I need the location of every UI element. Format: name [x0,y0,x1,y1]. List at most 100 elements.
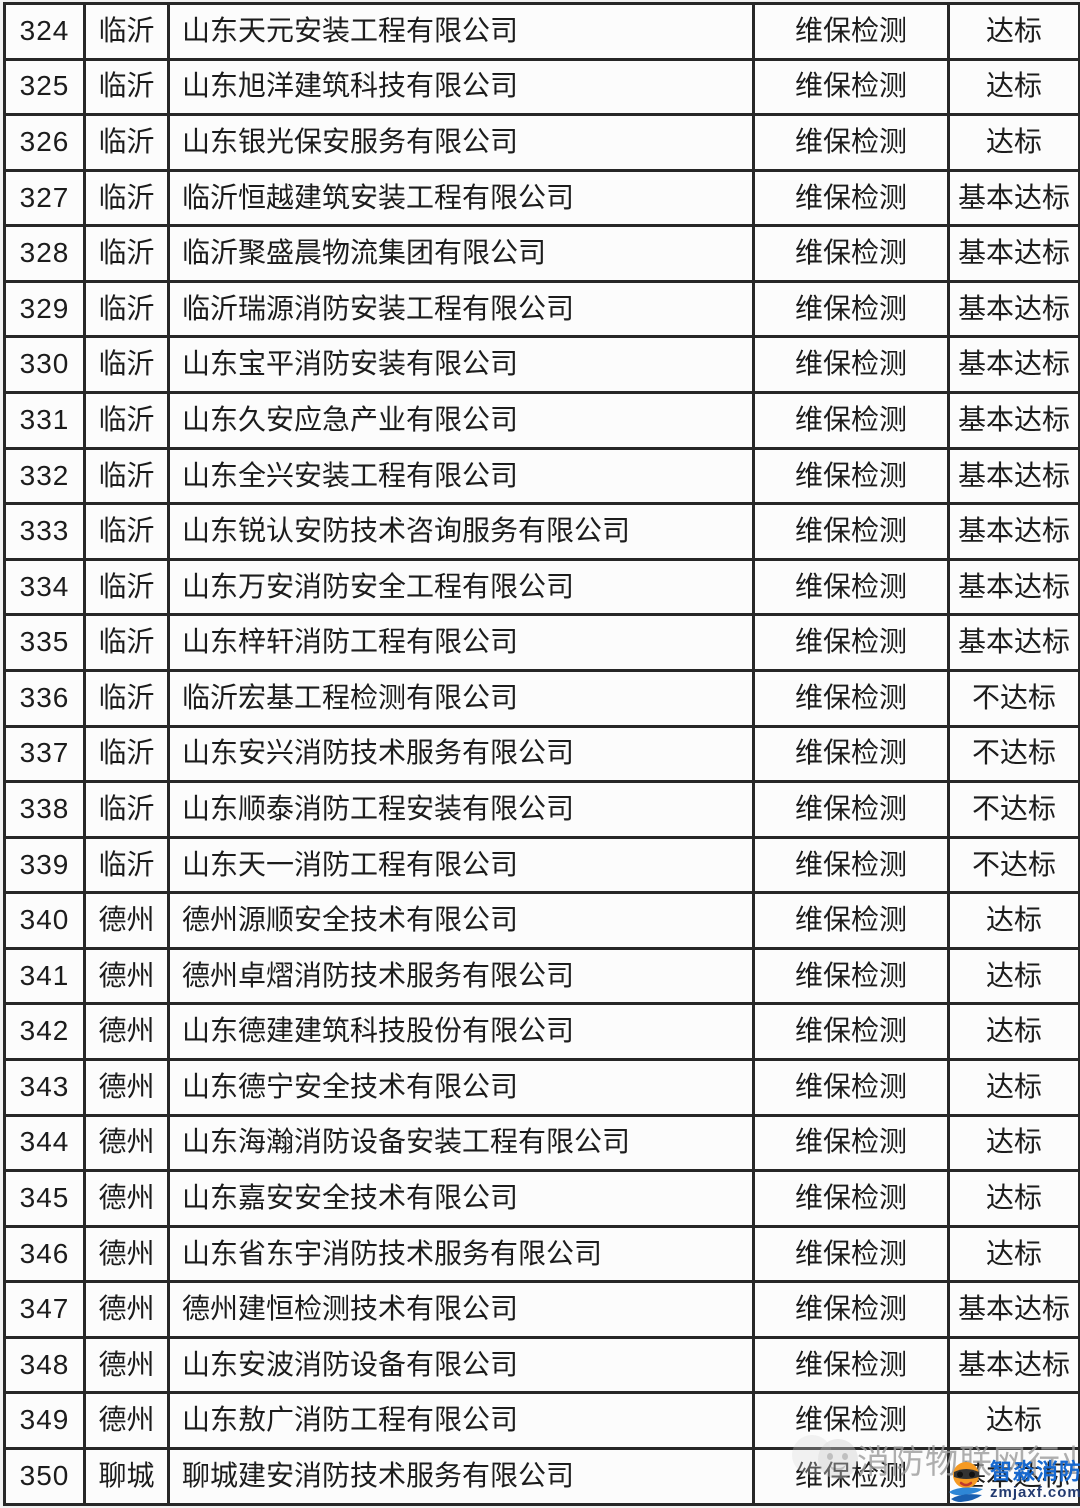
cell-no: 341 [3,946,86,1006]
cell-company: 山东海瀚消防设备安装工程有限公司 [167,1113,755,1173]
table-row: 335 临沂 山东梓轩消防工程有限公司 维保检测 基本达标 [3,613,1080,672]
table-row: 345 德州 山东嘉安安全技术有限公司 维保检测 达标 [3,1169,1080,1228]
cell-no: 329 [3,279,86,339]
cell-company: 山东顺泰消防工程安装有限公司 [167,780,755,839]
cell-city: 临沂 [83,446,170,506]
cell-company: 山东安兴消防技术服务有限公司 [167,724,755,784]
cell-company: 山东全兴安装工程有限公司 [167,446,755,506]
cell-service: 维保检测 [752,502,950,561]
cell-service: 维保检测 [752,1391,950,1451]
cell-company: 临沂聚盛晨物流集团有限公司 [167,224,755,283]
cell-service: 维保检测 [752,1057,950,1117]
table-row: 325 临沂 山东旭洋建筑科技有限公司 维保检测 达标 [3,57,1080,117]
cell-service: 维保检测 [752,1335,950,1395]
cell-company: 德州建恒检测技术有限公司 [167,1280,755,1339]
cell-result: 基本达标 [947,168,1080,228]
cell-service: 维保检测 [752,335,950,395]
cell-service: 维保检测 [752,557,950,617]
cell-company: 德州卓熠消防技术服务有限公司 [167,946,755,1006]
cell-service: 维保检测 [752,613,950,672]
cell-result: 达标 [947,891,1080,950]
cell-city: 临沂 [83,224,170,283]
table-row: 326 临沂 山东银光保安服务有限公司 维保检测 达标 [3,113,1080,172]
table-row: 336 临沂 临沂宏基工程检测有限公司 维保检测 不达标 [3,668,1080,728]
cell-result: 基本达标 [947,1280,1080,1339]
cell-city: 临沂 [83,780,170,839]
cell-no: 337 [3,724,86,784]
cell-company: 临沂恒越建筑安装工程有限公司 [167,168,755,228]
cell-no: 331 [3,391,86,450]
cell-company: 山东天一消防工程有限公司 [167,835,755,895]
table-row: 338 临沂 山东顺泰消防工程安装有限公司 维保检测 不达标 [3,780,1080,839]
cell-company: 山东旭洋建筑科技有限公司 [167,57,755,117]
cell-result: 达标 [947,57,1080,117]
cell-company: 山东嘉安安全技术有限公司 [167,1169,755,1228]
cell-service: 维保检测 [752,668,950,728]
table-row: 343 德州 山东德宁安全技术有限公司 维保检测 达标 [3,1057,1080,1117]
cell-result: 基本达标 [947,279,1080,339]
cell-service: 维保检测 [752,946,950,1006]
company-status-table: 324 临沂 山东天元安装工程有限公司 维保检测 达标 325 临沂 山东旭洋建筑科技有限公司… [3,2,1080,1506]
cell-no: 330 [3,335,86,395]
cell-company: 德州源顺安全技术有限公司 [167,891,755,950]
cell-result: 达标 [947,113,1080,172]
cell-company: 山东梓轩消防工程有限公司 [167,613,755,672]
table-row: 339 临沂 山东天一消防工程有限公司 维保检测 不达标 [3,835,1080,895]
cell-service: 维保检测 [752,57,950,117]
cell-city: 临沂 [83,724,170,784]
cell-no: 336 [3,668,86,728]
table-row: 341 德州 德州卓熠消防技术服务有限公司 维保检测 达标 [3,946,1080,1006]
company-table: 324 临沂 山东天元安装工程有限公司 维保检测 达标 325 临沂 山东旭洋建筑科技有限公司… [3,2,1080,1506]
cell-no: 339 [3,835,86,895]
cell-result: 基本达标 [947,1335,1080,1395]
cell-result: 基本达标 [947,557,1080,617]
cell-result: 不达标 [947,668,1080,728]
cell-company: 山东久安应急产业有限公司 [167,391,755,450]
cell-company: 山东宝平消防安装有限公司 [167,335,755,395]
cell-company: 山东银光保安服务有限公司 [167,113,755,172]
cell-no: 350 [3,1447,86,1506]
cell-no: 345 [3,1169,86,1228]
cell-result: 达标 [947,1113,1080,1173]
cell-company: 山东锐认安防技术咨询服务有限公司 [167,502,755,561]
table-row: 334 临沂 山东万安消防安全工程有限公司 维保检测 基本达标 [3,557,1080,617]
cell-no: 338 [3,780,86,839]
cell-no: 347 [3,1280,86,1339]
table-row: 337 临沂 山东安兴消防技术服务有限公司 维保检测 不达标 [3,724,1080,784]
cell-service: 维保检测 [752,724,950,784]
table-row: 340 德州 德州源顺安全技术有限公司 维保检测 达标 [3,891,1080,950]
cell-city: 德州 [83,1335,170,1395]
cell-result: 不达标 [947,724,1080,784]
cell-city: 德州 [83,1113,170,1173]
cell-service: 维保检测 [752,1169,950,1228]
cell-city: 德州 [83,1169,170,1228]
cell-service: 维保检测 [752,1447,950,1506]
cell-city: 德州 [83,891,170,950]
table-row: 350 聊城 聊城建安消防技术服务有限公司 维保检测 基本达标 [3,1447,1080,1506]
cell-service: 维保检测 [752,1002,950,1061]
cell-result: 达标 [947,1224,1080,1284]
cell-company: 临沂宏基工程检测有限公司 [167,668,755,728]
cell-city: 临沂 [83,57,170,117]
cell-city: 临沂 [83,502,170,561]
cell-no: 349 [3,1391,86,1451]
table-row: 328 临沂 临沂聚盛晨物流集团有限公司 维保检测 基本达标 [3,224,1080,283]
cell-service: 维保检测 [752,1280,950,1339]
cell-city: 德州 [83,1280,170,1339]
cell-result: 达标 [947,946,1080,1006]
cell-result: 不达标 [947,835,1080,895]
table-row: 349 德州 山东敖广消防工程有限公司 维保检测 达标 [3,1391,1080,1451]
cell-city: 临沂 [83,557,170,617]
cell-no: 344 [3,1113,86,1173]
cell-no: 348 [3,1335,86,1395]
cell-service: 维保检测 [752,1224,950,1284]
cell-result: 达标 [947,1391,1080,1451]
cell-result: 基本达标 [947,1447,1080,1506]
cell-city: 德州 [83,1002,170,1061]
cell-result: 不达标 [947,780,1080,839]
cell-no: 343 [3,1057,86,1117]
cell-service: 维保检测 [752,891,950,950]
cell-result: 达标 [947,1002,1080,1061]
cell-no: 335 [3,613,86,672]
cell-city: 临沂 [83,168,170,228]
